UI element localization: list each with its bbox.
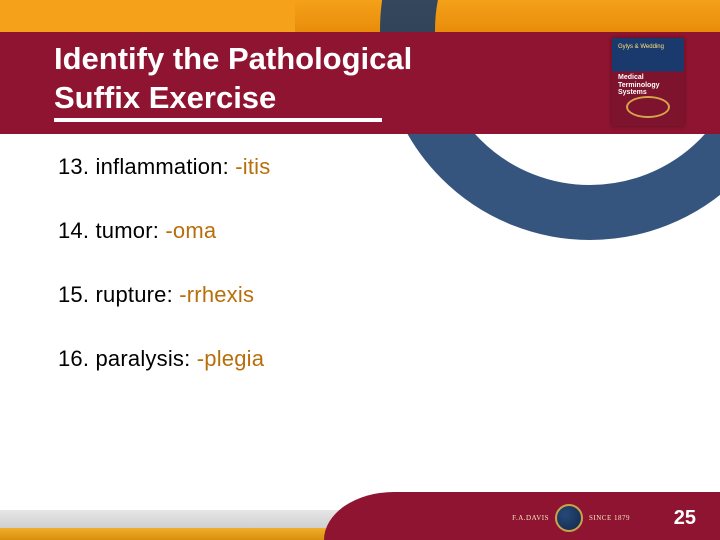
item-number: 13. (58, 154, 89, 179)
book-cover-thumbnail: Gylys & Wedding Medical Terminology Syst… (612, 38, 684, 126)
footer: F.A.DAVIS SINCE 1879 25 (0, 492, 720, 540)
book-cover-ring-icon (626, 96, 670, 118)
publisher-text-right: SINCE 1879 (589, 515, 630, 522)
item-term: rupture: (96, 282, 173, 307)
item-number: 14. (58, 218, 89, 243)
title-underline (54, 118, 382, 122)
top-orange-bar (0, 0, 720, 32)
publisher-text-left: F.A.DAVIS (512, 515, 549, 522)
book-authors: Gylys & Wedding (618, 44, 678, 51)
footer-red-block: F.A.DAVIS SINCE 1879 25 (394, 492, 720, 540)
item-number: 15. (58, 282, 89, 307)
exercise-list: 13. inflammation: -itis 14. tumor: -oma … (58, 154, 270, 410)
publisher-logo: F.A.DAVIS SINCE 1879 (512, 504, 630, 532)
list-item: 14. tumor: -oma (58, 218, 270, 244)
item-term: tumor: (96, 218, 160, 243)
title-line-1: Identify the Pathological (54, 41, 412, 76)
list-item: 15. rupture: -rrhexis (58, 282, 270, 308)
item-answer: -plegia (197, 346, 264, 371)
item-answer: -rrhexis (179, 282, 254, 307)
list-item: 13. inflammation: -itis (58, 154, 270, 180)
item-answer: -oma (165, 218, 216, 243)
item-answer: -itis (235, 154, 270, 179)
publisher-crest-icon (555, 504, 583, 532)
item-term: inflammation: (96, 154, 229, 179)
item-number: 16. (58, 346, 89, 371)
list-item: 16. paralysis: -plegia (58, 346, 270, 372)
title-line-2: Suffix Exercise (54, 80, 276, 115)
item-term: paralysis: (96, 346, 191, 371)
title-band: Identify the Pathological Suffix Exercis… (0, 32, 720, 134)
page-number: 25 (674, 507, 696, 530)
top-bar-left (0, 0, 295, 32)
book-title: Medical Terminology Systems (618, 74, 678, 97)
slide-title: Identify the Pathological Suffix Exercis… (54, 40, 412, 118)
footer-red-curve (324, 492, 394, 540)
